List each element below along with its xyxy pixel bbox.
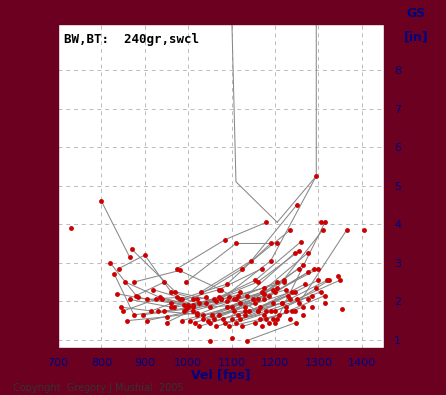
Text: BW,BT:  240gr,swcl: BW,BT: 240gr,swcl — [65, 34, 199, 47]
Text: [in]: [in] — [404, 30, 429, 43]
Text: Copyright  Gregory J Mushial  2005: Copyright Gregory J Mushial 2005 — [13, 383, 184, 393]
Text: GS: GS — [406, 8, 426, 21]
X-axis label: Vel [fps]: Vel [fps] — [191, 369, 251, 382]
